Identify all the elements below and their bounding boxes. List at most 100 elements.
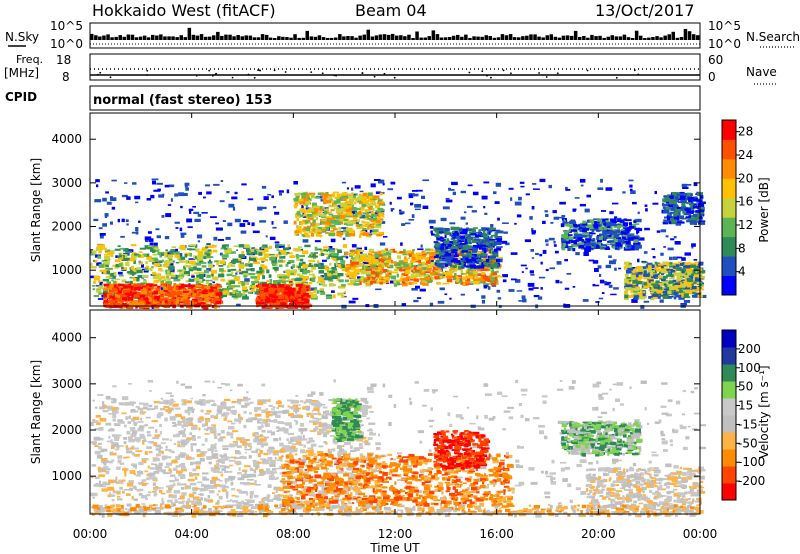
heatmap-cell <box>584 208 590 213</box>
heatmap-cell <box>234 191 238 195</box>
heatmap-cell <box>230 279 237 281</box>
nave-point <box>556 72 559 75</box>
heatmap-cell <box>389 201 392 205</box>
heatmap-cell <box>152 253 157 256</box>
heatmap-cell <box>349 250 357 253</box>
heatmap-cell <box>138 220 141 223</box>
heatmap-cell <box>479 247 486 250</box>
heatmap-cell <box>491 243 496 247</box>
heatmap-cell <box>438 243 441 246</box>
heatmap-cell <box>232 258 239 262</box>
heatmap-cell <box>279 256 286 259</box>
heatmap-cell <box>207 261 213 264</box>
heatmap-cell <box>563 230 569 235</box>
heatmap-cell <box>111 279 114 282</box>
heatmap-cell <box>378 179 385 184</box>
heatmap-cell <box>153 189 161 192</box>
heatmap-cell <box>627 237 634 241</box>
heatmap-cell <box>422 205 429 209</box>
heatmap-cell <box>197 252 203 257</box>
noise-bar <box>195 35 200 40</box>
heatmap-cell <box>255 272 259 275</box>
heatmap-cell <box>337 292 343 296</box>
heatmap-cell <box>103 271 107 275</box>
heatmap-cell <box>401 273 409 276</box>
heatmap-cell <box>295 283 302 287</box>
heatmap-cell <box>400 277 406 281</box>
heatmap-cell <box>592 222 598 225</box>
heatmap-cell <box>437 260 440 264</box>
heatmap-cell <box>314 240 321 243</box>
heatmap-cell <box>440 237 445 239</box>
heatmap-cell <box>377 217 380 221</box>
heatmap-cell <box>368 206 373 211</box>
heatmap-cell <box>123 288 130 291</box>
heatmap-cell <box>325 294 332 297</box>
heatmap-cell <box>634 218 642 223</box>
heatmap-cell <box>328 233 336 237</box>
heatmap-cell <box>117 292 123 295</box>
heatmap-cell <box>251 248 255 252</box>
heatmap-cell <box>302 219 307 222</box>
heatmap-cell <box>319 208 324 212</box>
heatmap-cell <box>380 255 388 259</box>
heatmap-cell <box>205 281 209 285</box>
heatmap-cell <box>357 198 365 203</box>
heatmap-cell <box>687 219 690 221</box>
heatmap-cell <box>474 234 478 238</box>
heatmap-cell <box>336 193 343 198</box>
heatmap-cell <box>575 224 580 227</box>
heatmap-cell <box>103 283 111 287</box>
noise-bar <box>537 36 541 40</box>
heatmap-cell <box>413 271 420 273</box>
noise-bar <box>382 34 387 40</box>
heatmap-cell <box>300 288 307 292</box>
heatmap-cell <box>328 248 335 250</box>
heatmap-cell <box>596 219 603 222</box>
heatmap-cell <box>228 285 233 288</box>
heatmap-cell <box>315 233 321 237</box>
heatmap-cell <box>622 234 627 237</box>
heatmap-cell <box>283 253 287 256</box>
heatmap-cell <box>354 255 360 260</box>
noise-left-label: N.Sky <box>5 30 39 44</box>
heatmap-cell <box>133 286 140 291</box>
heatmap-cell <box>206 256 214 258</box>
heatmap-cell <box>480 268 488 272</box>
noise-bar <box>102 35 106 40</box>
heatmap-cell <box>396 267 403 269</box>
noise-bar <box>427 36 431 40</box>
heatmap-cell <box>98 251 102 254</box>
heatmap-cell <box>339 286 346 289</box>
noise-bar <box>403 36 407 40</box>
heatmap-cell <box>120 299 124 303</box>
heatmap-cell <box>633 243 636 245</box>
heatmap-cell <box>204 251 212 254</box>
heatmap-cell <box>137 288 143 291</box>
heatmap-cell <box>355 224 359 227</box>
heatmap-cell <box>228 263 233 265</box>
heatmap-cell <box>405 222 411 225</box>
heatmap-cell <box>636 265 642 270</box>
heatmap-cell <box>471 229 476 234</box>
heatmap-cell <box>126 249 134 253</box>
heatmap-cell <box>379 281 383 285</box>
heatmap-cell <box>613 226 621 228</box>
heatmap-cell <box>492 253 498 256</box>
heatmap-cell <box>453 243 458 246</box>
heatmap-cell <box>333 215 337 217</box>
heatmap-cell <box>606 222 613 227</box>
heatmap-cell <box>299 268 305 272</box>
heatmap-cell <box>369 264 373 266</box>
heatmap-cell <box>131 294 136 298</box>
heatmap-cell <box>208 259 211 262</box>
heatmap-cell <box>660 252 664 256</box>
noise-bar <box>146 37 151 40</box>
heatmap-cell <box>416 297 422 299</box>
heatmap-cell <box>115 263 121 268</box>
noise-bar <box>679 37 684 40</box>
heatmap-cell <box>483 285 488 289</box>
noise-bar <box>264 34 269 40</box>
heatmap-cell <box>151 178 159 181</box>
heatmap-cell <box>271 258 277 263</box>
